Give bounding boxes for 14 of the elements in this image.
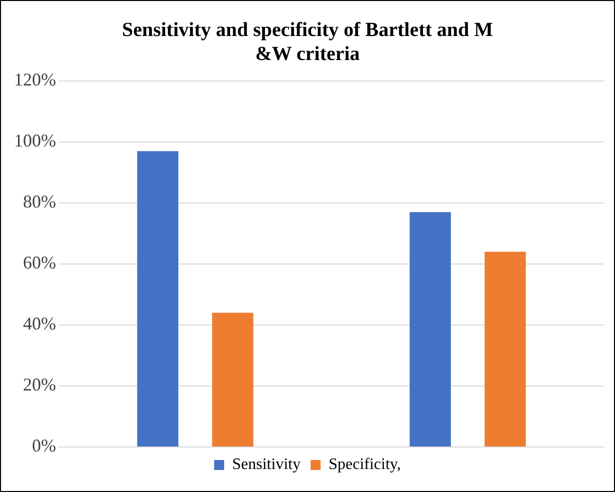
bar	[484, 252, 526, 446]
bar	[137, 151, 178, 446]
y-tick-label: 100%	[14, 130, 56, 151]
y-tick-label: 0%	[32, 436, 56, 456]
y-tick-label: 120%	[14, 70, 56, 90]
bar	[410, 212, 451, 446]
chart-title: Sensitivity and specificity of Bartlett and M &W criteria	[122, 19, 494, 66]
bar	[212, 312, 254, 446]
legend-label: Specificity,	[328, 456, 401, 474]
y-tick-label: 80%	[22, 192, 56, 212]
y-tick-label: 60%	[22, 252, 56, 273]
y-tick-label: 40%	[22, 314, 56, 334]
y-tick-label: 20%	[22, 374, 56, 395]
legend-label: Sensitivity	[232, 456, 301, 474]
